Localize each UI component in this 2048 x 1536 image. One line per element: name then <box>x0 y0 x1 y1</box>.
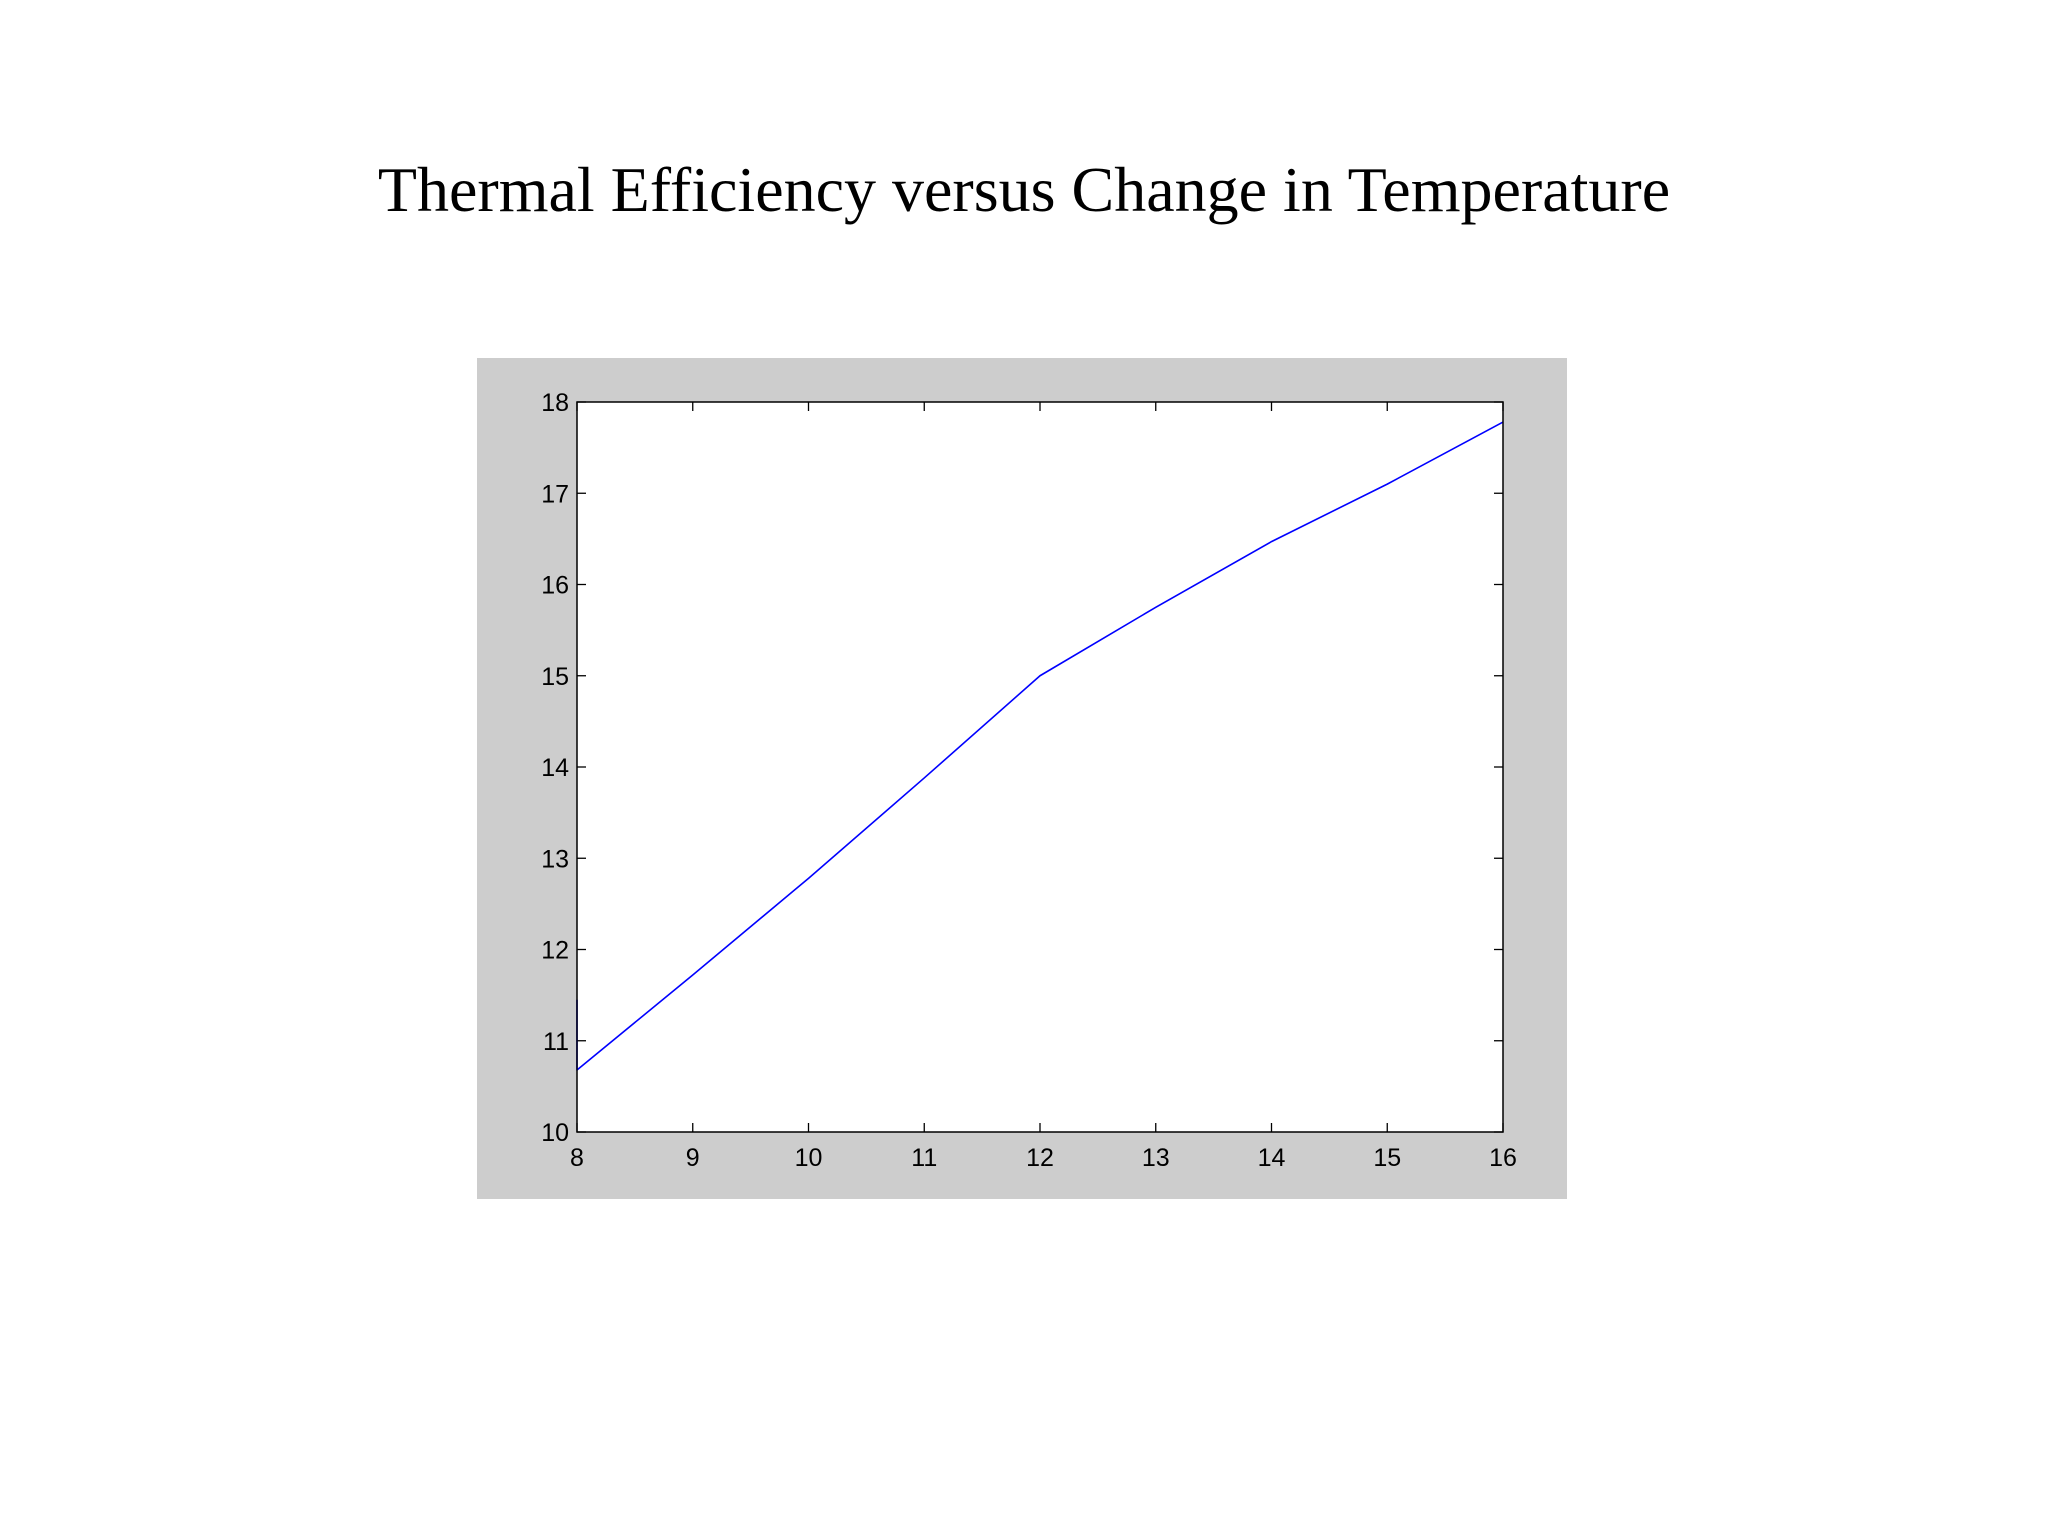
y-tick-label: 13 <box>541 845 569 873</box>
y-tick-label: 12 <box>541 937 569 965</box>
x-tick-label: 16 <box>1489 1144 1517 1172</box>
y-tick-label: 16 <box>541 572 569 600</box>
axes-frame <box>576 401 1504 1133</box>
series-layer <box>576 421 1504 1071</box>
series-line <box>576 421 1504 1071</box>
x-tick-label: 13 <box>1142 1144 1170 1172</box>
y-tick-labels: 10 11 12 13 14 15 16 17 18 <box>541 389 569 1147</box>
line-chart: 8 9 10 11 12 13 14 15 16 10 11 12 13 14 15 16 17 18 <box>541 389 1517 1172</box>
figure-panel: 8 9 10 11 12 13 14 15 16 10 11 12 13 14 15 16 17 18 <box>477 358 1567 1199</box>
x-tick-labels: 8 9 10 11 12 13 14 15 16 <box>570 1144 1517 1172</box>
y-tick-label: 18 <box>541 389 569 417</box>
y-tick-label: 11 <box>543 1028 569 1056</box>
x-tick-label: 11 <box>911 1144 937 1172</box>
slide-title: Thermal Efficiency versus Change in Temp… <box>377 154 1671 225</box>
x-tick-label: 15 <box>1373 1144 1401 1172</box>
x-tick-label: 8 <box>570 1144 584 1172</box>
x-tick-label: 9 <box>686 1144 700 1172</box>
y-tick-label: 14 <box>541 754 569 782</box>
x-tick-label: 12 <box>1026 1144 1054 1172</box>
plot-area <box>577 402 1503 1132</box>
x-tick-label: 14 <box>1258 1144 1286 1172</box>
y-tick-label: 15 <box>541 663 569 691</box>
y-tick-label: 17 <box>541 480 569 508</box>
y-tick-label: 10 <box>541 1119 569 1147</box>
x-tick-label: 10 <box>795 1144 823 1172</box>
